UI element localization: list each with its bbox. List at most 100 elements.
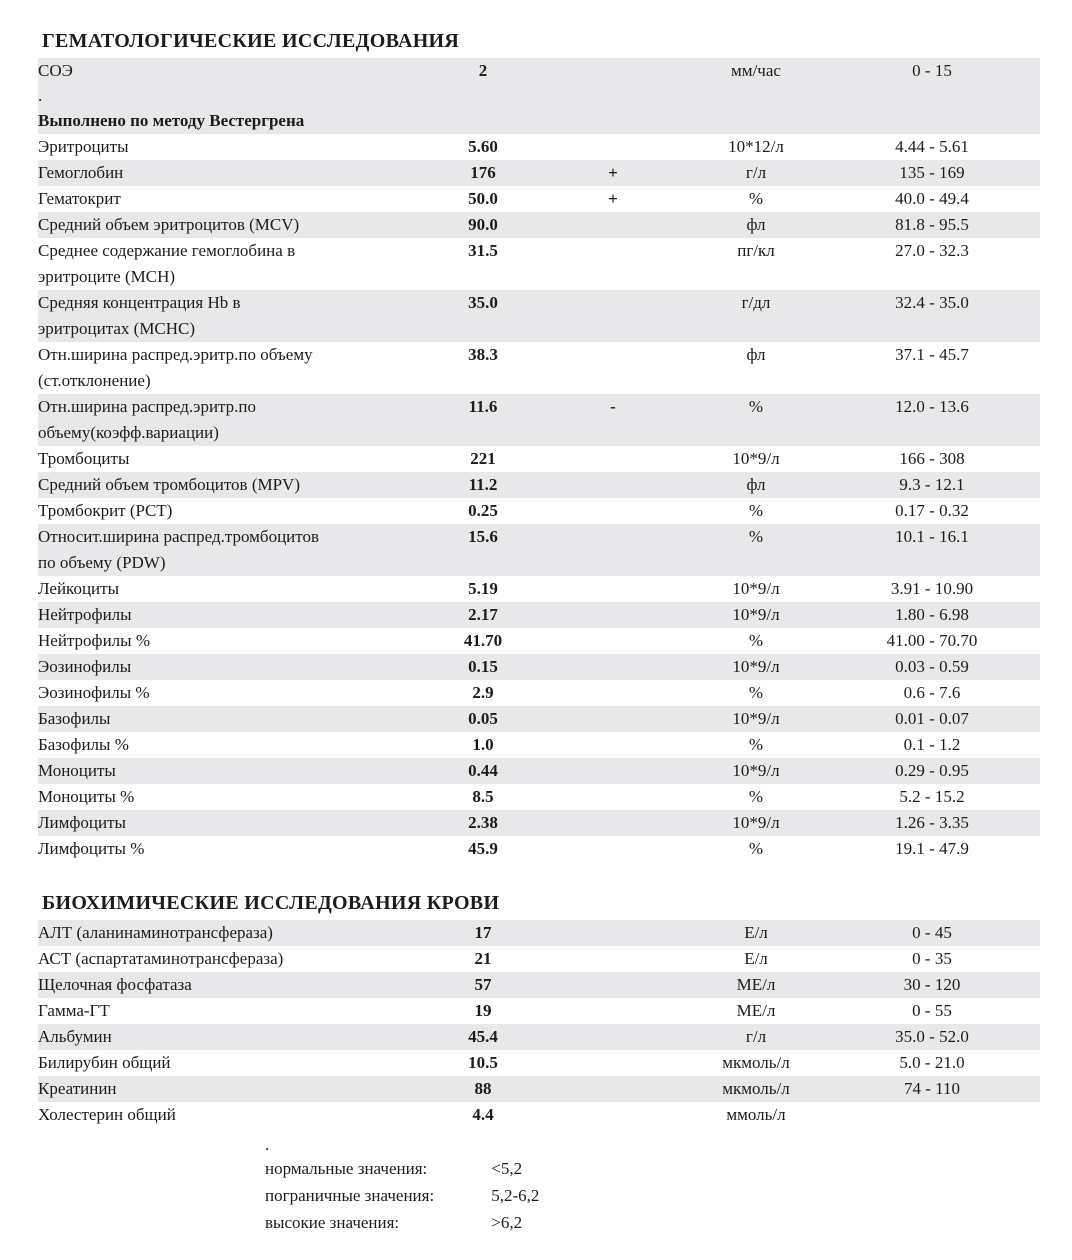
test-flag: [576, 1076, 650, 1102]
test-flag: [576, 920, 650, 946]
test-unit: мкмоль/л: [722, 1053, 790, 1072]
test-range: 35.0 - 52.0: [895, 1027, 969, 1046]
test-value: 176: [470, 163, 496, 182]
test-flag: [576, 446, 650, 472]
test-flag: [576, 58, 650, 84]
method-note-row: . Выполнено по методу Вестергрена: [38, 84, 1040, 134]
table-row: Средняя концентрация Hb в эритроцитах (M…: [38, 290, 1040, 342]
test-range: 1.26 - 3.35: [895, 813, 969, 832]
test-range: 0 - 35: [912, 949, 952, 968]
section-title-biochemistry: БИОХИМИЧЕСКИЕ ИССЛЕДОВАНИЯ КРОВИ: [42, 892, 500, 914]
test-name: Моноциты %: [38, 787, 135, 806]
test-range: 30 - 120: [903, 975, 961, 994]
test-range: 32.4 - 35.0: [895, 293, 969, 312]
table-row: Моноциты 0.44 10*9/л 0.29 - 0.95: [38, 758, 1040, 784]
test-unit: 10*9/л: [732, 813, 780, 832]
biochemistry-table: АЛТ (аланинаминотрансфераза) 17 Е/л 0 - 45 А…: [38, 920, 1040, 1128]
row-spacer: [1002, 602, 1040, 628]
test-flag: [576, 972, 650, 998]
test-name: Эозинофилы %: [38, 683, 150, 702]
test-range: 74 - 110: [903, 1079, 961, 1098]
row-spacer: [1002, 472, 1040, 498]
row-spacer: [1002, 758, 1040, 784]
test-name: Билирубин общий: [38, 1053, 171, 1072]
test-value: 50.0: [468, 189, 498, 208]
test-range: 0.6 - 7.6: [903, 683, 961, 702]
test-value: 5.19: [468, 579, 498, 598]
test-name: Отн.ширина распред.эритр.по объему(коэфф…: [38, 397, 257, 442]
test-range: 135 - 169: [899, 163, 965, 182]
test-flag: -: [610, 397, 616, 416]
test-unit: г/л: [745, 1027, 767, 1046]
test-unit: Е/л: [744, 923, 768, 942]
test-flag: [576, 1102, 650, 1128]
test-name: АСТ (аспартатаминотрансфераза): [38, 949, 284, 968]
test-name: СОЭ: [38, 61, 73, 80]
table-row: Средний объем тромбоцитов (MPV) 11.2 фл 9.3…: [38, 472, 1040, 498]
table-row: Базофилы 0.05 10*9/л 0.01 - 0.07: [38, 706, 1040, 732]
test-value: 11.2: [468, 475, 498, 494]
test-unit: 10*9/л: [732, 709, 780, 728]
scale-line-high: высокие значения: >6,2: [265, 1209, 1040, 1236]
section-title-hematology: ГЕМАТОЛОГИЧЕСКИЕ ИССЛЕДОВАНИЯ: [42, 30, 460, 52]
test-unit: %: [748, 527, 764, 546]
test-range: 19.1 - 47.9: [895, 839, 969, 858]
test-flag: [576, 134, 650, 160]
test-flag: [576, 290, 650, 342]
test-name: Относит.ширина распред.тромбоцитов по об…: [38, 527, 320, 572]
test-value: 31.5: [468, 241, 498, 260]
table-row: Гемоглобин 176 + г/л 135 - 169: [38, 160, 1040, 186]
test-flag: +: [608, 189, 618, 208]
test-unit: 10*9/л: [732, 579, 780, 598]
test-range: 81.8 - 95.5: [895, 215, 969, 234]
row-spacer: [1002, 160, 1040, 186]
test-flag: [576, 602, 650, 628]
row-spacer: [1002, 1076, 1040, 1102]
test-flag: [576, 784, 650, 810]
test-unit: 10*9/л: [732, 605, 780, 624]
test-value: 11.6: [468, 397, 498, 416]
scale-line-normal: нормальные значения: <5,2: [265, 1155, 1040, 1182]
test-unit: ммоль/л: [726, 1105, 786, 1124]
test-unit: фл: [746, 345, 766, 364]
table-row: АЛТ (аланинаминотрансфераза) 17 Е/л 0 - 45: [38, 920, 1040, 946]
test-name: Альбумин: [38, 1027, 112, 1046]
test-name: Холестерин общий: [38, 1105, 176, 1124]
test-name: Тромбокрит (PCT): [38, 501, 173, 520]
test-value: 35.0: [468, 293, 498, 312]
test-value: 0.15: [468, 657, 498, 676]
test-flag: [576, 810, 650, 836]
table-row: Гамма-ГТ 19 МЕ/л 0 - 55: [38, 998, 1040, 1024]
test-flag: [576, 680, 650, 706]
scale-label: пограничные значения:: [265, 1186, 435, 1205]
test-name: АЛТ (аланинаминотрансфераза): [38, 923, 273, 942]
test-name: Средний объем тромбоцитов (MPV): [38, 475, 300, 494]
row-spacer: [1002, 212, 1040, 238]
row-spacer: [1002, 920, 1040, 946]
row-spacer: [1002, 732, 1040, 758]
row-spacer: [1002, 446, 1040, 472]
row-spacer: [1002, 186, 1040, 212]
test-value: 2.9: [472, 683, 494, 702]
test-flag: [576, 1050, 650, 1076]
test-value: 8.5: [472, 787, 494, 806]
scale-label: нормальные значения:: [265, 1159, 428, 1178]
test-flag: [576, 212, 650, 238]
test-range: 0.03 - 0.59: [895, 657, 969, 676]
test-flag: [576, 998, 650, 1024]
test-range: [862, 1102, 1002, 1128]
table-row: Тромбоциты 221 10*9/л 166 - 308: [38, 446, 1040, 472]
test-name: Гемоглобин: [38, 163, 124, 182]
row-spacer: [1002, 576, 1040, 602]
row-spacer: [1002, 680, 1040, 706]
test-unit: г/л: [745, 163, 767, 182]
row-spacer: [1002, 238, 1040, 290]
test-name: Гематокрит: [38, 189, 121, 208]
row-spacer: [1002, 1050, 1040, 1076]
table-row: Лимфоциты % 45.9% 19.1 - 47.9: [38, 836, 1040, 862]
test-range: 166 - 308: [899, 449, 965, 468]
test-range: 5.2 - 15.2: [899, 787, 965, 806]
row-spacer: [1002, 998, 1040, 1024]
table-row: Эозинофилы 0.15 10*9/л 0.03 - 0.59: [38, 654, 1040, 680]
